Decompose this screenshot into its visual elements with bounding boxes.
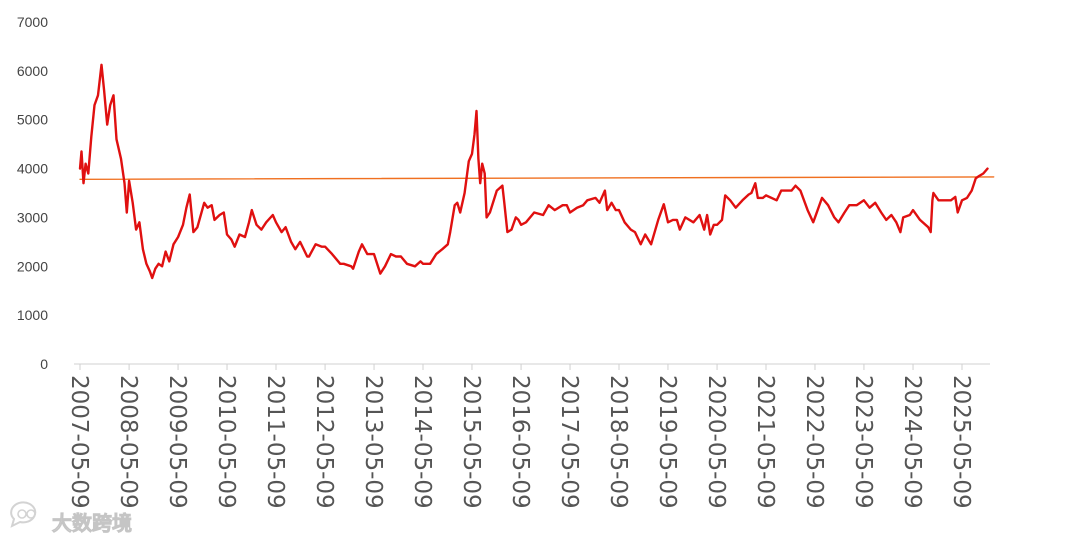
x-tick-label: 2011-05-09 xyxy=(262,375,288,509)
y-tick-label: 7000 xyxy=(17,14,48,30)
x-axis-ticks: 2007-05-09 2008-05-09 2009-05-09 2010-05-09… xyxy=(66,364,974,509)
x-tick-label: 2021-05-09 xyxy=(752,375,778,509)
x-tick-label: 2024-05-09 xyxy=(899,375,925,509)
x-tick-label: 2008-05-09 xyxy=(115,375,141,509)
y-tick-label: 5000 xyxy=(17,112,48,128)
chat-bubble-icon xyxy=(10,501,37,528)
x-tick-label: 2009-05-09 xyxy=(164,375,190,509)
x-tick-label: 2010-05-09 xyxy=(213,375,239,509)
x-tick-label: 2025-05-09 xyxy=(948,375,974,509)
y-axis: 0 1000 2000 3000 4000 5000 6000 7000 xyxy=(17,14,48,372)
x-tick-label: 2018-05-09 xyxy=(605,375,631,509)
x-tick-label: 2017-05-09 xyxy=(556,375,582,509)
y-tick-label: 4000 xyxy=(17,161,48,177)
x-tick-label: 2022-05-09 xyxy=(801,375,827,509)
series-line-index xyxy=(78,63,989,280)
x-tick-label: 2020-05-09 xyxy=(703,375,729,509)
x-tick-label: 2015-05-09 xyxy=(458,375,484,509)
x-tick-label: 2007-05-09 xyxy=(66,375,92,509)
watermark-text: 大数跨境 xyxy=(52,511,132,535)
watermark: 大数跨境 xyxy=(10,501,132,535)
x-tick-label: 2014-05-09 xyxy=(409,375,435,509)
y-tick-label: 0 xyxy=(40,356,48,372)
x-tick-label: 2012-05-09 xyxy=(311,375,337,509)
x-tick-label: 2016-05-09 xyxy=(507,375,533,509)
y-tick-label: 2000 xyxy=(17,258,48,274)
series-line-reference xyxy=(79,176,995,181)
x-tick-label: 2013-05-09 xyxy=(360,375,386,509)
y-tick-label: 3000 xyxy=(17,209,48,225)
series-layer xyxy=(78,63,995,280)
x-tick-label: 2023-05-09 xyxy=(850,375,876,509)
x-tick-label: 2019-05-09 xyxy=(654,375,680,509)
y-tick-label: 6000 xyxy=(17,63,48,79)
y-tick-label: 1000 xyxy=(17,307,48,323)
